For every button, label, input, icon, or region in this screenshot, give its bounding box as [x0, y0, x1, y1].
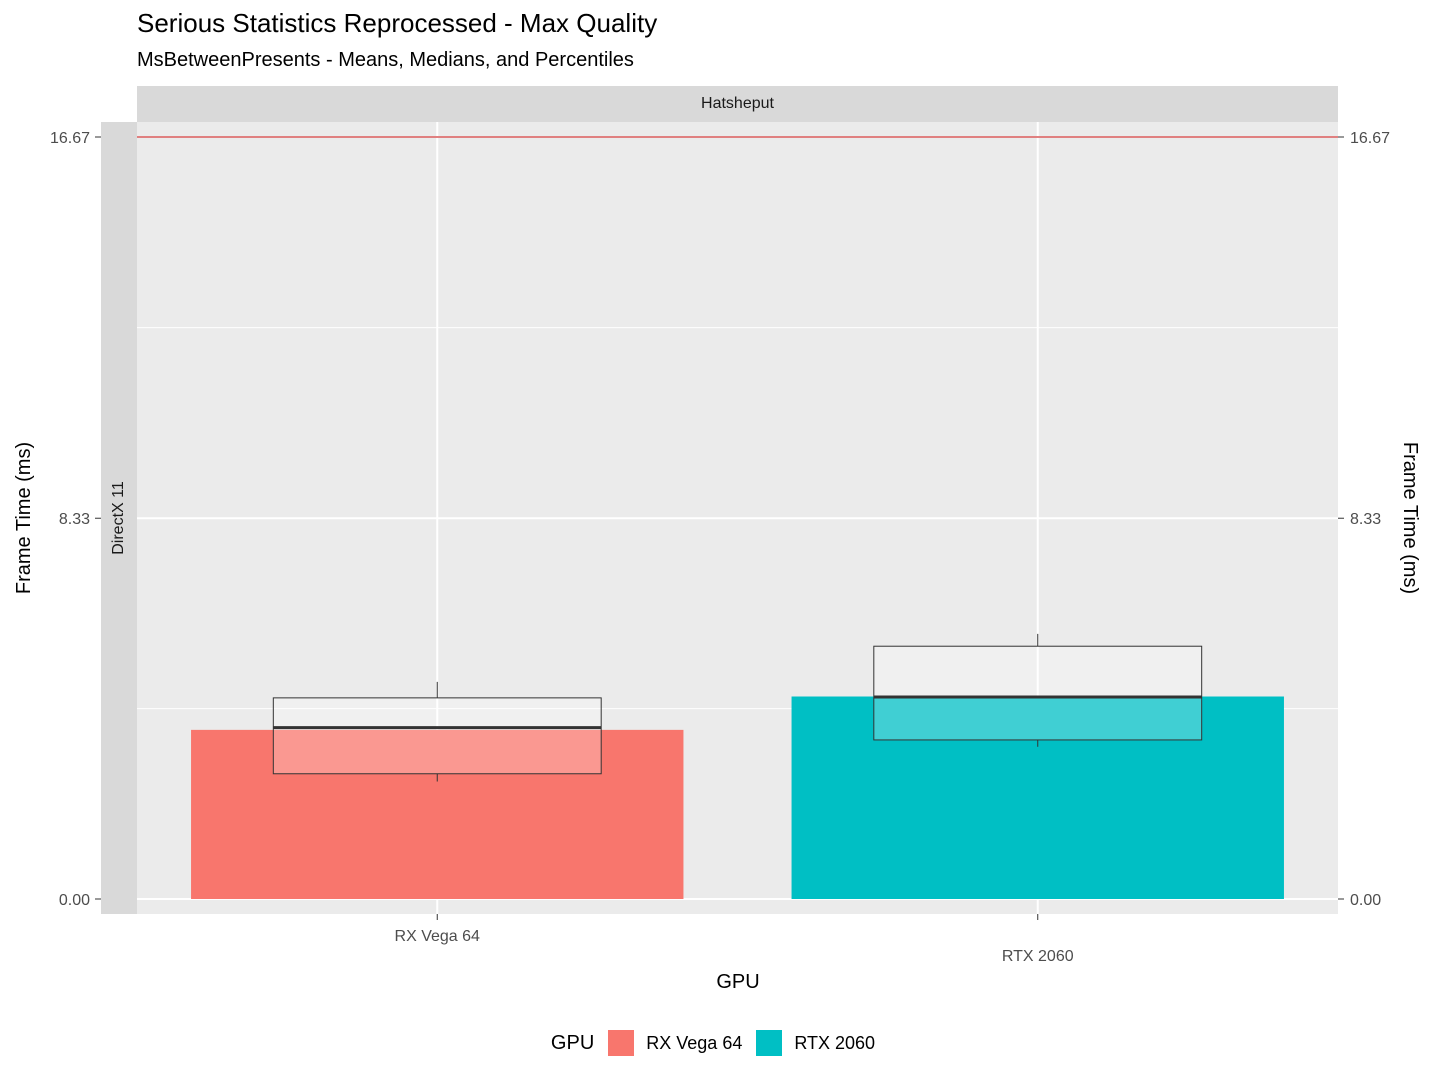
- percentile-box: [873, 645, 1203, 741]
- percentile-box: [272, 697, 602, 775]
- facet-strip-top: Hatsheput: [137, 86, 1338, 122]
- legend: GPU RX Vega 64 RTX 2060: [0, 1023, 1440, 1063]
- y-tick-label-right: 8.33: [1350, 511, 1381, 528]
- legend-title: GPU: [550, 1031, 595, 1054]
- y-tick-label-left: 8.33: [59, 511, 90, 528]
- legend-key-rx-vega-64: [608, 1030, 635, 1056]
- x-axis-title: GPU: [716, 971, 759, 993]
- y-tick-label-left: 0.00: [59, 892, 90, 909]
- legend-label: RTX 2060: [794, 1032, 876, 1053]
- y-axis-title-right: Frame Time (ms): [1399, 442, 1421, 594]
- chart-title: Serious Statistics Reprocessed - Max Qua…: [137, 8, 658, 38]
- facet-strip-left: DirectX 11: [101, 122, 137, 914]
- x-tick-label: RTX 2060: [1002, 948, 1074, 965]
- facet-label-top: Hatsheput: [701, 95, 774, 112]
- y-tick-label-right: 16.67: [1350, 130, 1390, 147]
- y-tick-label-right: 0.00: [1350, 892, 1381, 909]
- legend-item: RTX 2060: [756, 1030, 875, 1056]
- y-axis-title-left: Frame Time (ms): [13, 442, 35, 594]
- chart-subtitle: MsBetweenPresents - Means, Medians, and …: [137, 49, 634, 71]
- y-tick-label-left: 16.67: [50, 130, 90, 147]
- legend-item: RX Vega 64: [608, 1030, 742, 1056]
- legend-label: RX Vega 64: [646, 1032, 743, 1053]
- x-tick-label: RX Vega 64: [395, 928, 481, 945]
- legend-key-rtx-2060: [756, 1030, 783, 1056]
